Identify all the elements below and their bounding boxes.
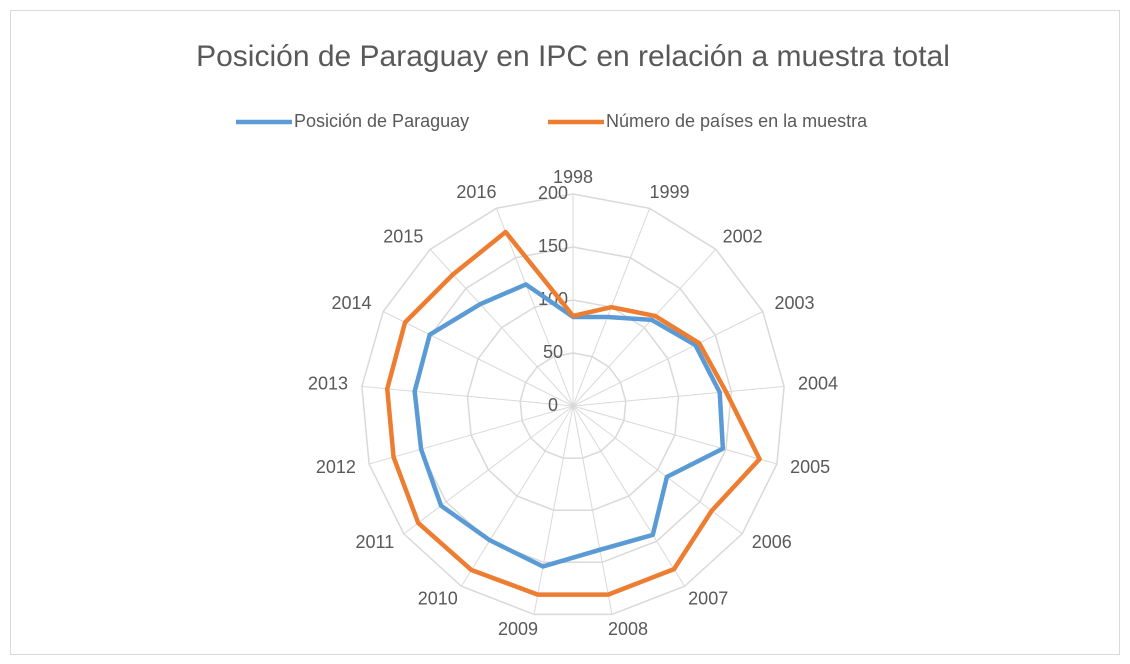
r-tick-label: 200	[538, 183, 568, 203]
legend-label: Número de países en la muestra	[606, 111, 868, 131]
category-label: 2007	[688, 589, 728, 609]
category-label: 2012	[316, 457, 356, 477]
spoke	[403, 405, 574, 535]
spoke	[368, 405, 574, 465]
category-label: 2002	[723, 226, 763, 246]
category-label: 2004	[798, 374, 838, 394]
legend-label: Posición de Paraguay	[294, 111, 469, 131]
chart-border	[10, 10, 1120, 655]
category-label: 2008	[608, 619, 648, 639]
spoke	[383, 311, 574, 407]
category-label: 2005	[790, 457, 830, 477]
spoke	[460, 405, 574, 587]
category-label: 2009	[498, 619, 538, 639]
category-label: 2016	[456, 182, 496, 202]
spoke	[533, 405, 574, 615]
grid-ring	[413, 246, 733, 564]
category-label: 2013	[308, 374, 348, 394]
category-label: 2014	[331, 293, 371, 313]
r-tick-label: 150	[538, 236, 568, 256]
grid-ring	[361, 193, 785, 616]
spoke	[572, 405, 778, 465]
grid-ring	[466, 299, 680, 511]
category-label: 1999	[650, 182, 690, 202]
spoke	[572, 405, 743, 535]
category-label: 2015	[383, 226, 423, 246]
grid-ring	[519, 352, 627, 459]
spoke	[572, 248, 717, 407]
spoke	[495, 208, 574, 407]
spoke	[572, 405, 613, 615]
spoke	[572, 385, 785, 407]
r-tick-label: 0	[548, 395, 558, 415]
category-label: 2011	[356, 532, 395, 552]
category-label: 1998	[553, 167, 593, 187]
category-label: 2010	[418, 589, 458, 609]
chart-title: Posición de Paraguay en IPC en relación …	[196, 40, 950, 73]
category-label: 2006	[752, 532, 792, 552]
series-line	[412, 282, 726, 569]
spoke	[361, 385, 574, 407]
r-tick-label: 50	[543, 342, 563, 362]
series-line	[384, 229, 762, 597]
spoke	[572, 311, 763, 407]
spoke	[572, 405, 686, 587]
category-label: 2003	[774, 293, 814, 313]
